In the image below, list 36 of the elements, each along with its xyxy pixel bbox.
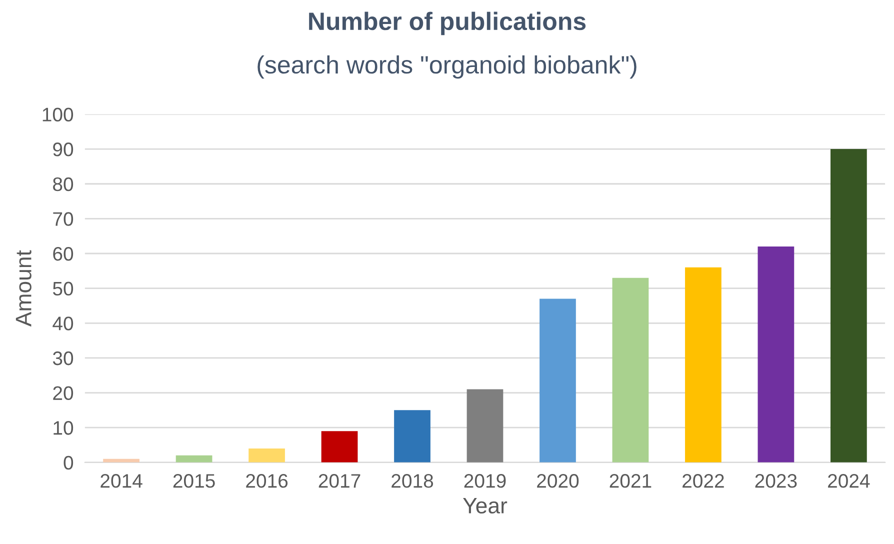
y-tick-label: 10	[54, 421, 74, 435]
y-tick-label: 90	[53, 142, 74, 156]
x-tick-label: 2022	[682, 474, 724, 488]
x-tick-label: 2020	[537, 474, 579, 488]
y-tick-label: 100	[42, 108, 74, 122]
x-tick-label: 2016	[246, 474, 288, 488]
x-tick-label: 2017	[318, 474, 360, 488]
chart-subtitle: (search words "organoid biobank")	[258, 55, 636, 79]
x-tick-label: 2024	[828, 474, 870, 488]
y-tick-label: 70	[53, 212, 74, 226]
y-tick-label: 0	[64, 456, 74, 470]
x-tick-label: 2019	[464, 474, 506, 488]
y-tick-label: 30	[52, 351, 74, 366]
y-axis-title: Amount	[16, 250, 32, 327]
y-tick-label: 80	[53, 177, 74, 192]
y-tick-label: 20	[53, 386, 74, 400]
bar	[321, 431, 358, 462]
bar	[540, 298, 576, 462]
bar	[248, 448, 285, 462]
bar	[612, 278, 649, 462]
bar	[830, 149, 867, 462]
x-tick-label: 2014	[100, 474, 142, 488]
y-tick-label: 60	[53, 246, 74, 261]
bar	[394, 410, 430, 462]
x-tick-label: 2023	[755, 474, 797, 488]
x-axis-title: Year	[463, 498, 508, 514]
x-tick-label: 2015	[173, 474, 215, 488]
x-tick-label: 2018	[392, 474, 434, 488]
y-tick-label: 50	[52, 282, 74, 296]
bar	[176, 455, 212, 462]
x-tick-label: 2021	[610, 474, 652, 488]
bar	[758, 246, 794, 462]
bar	[685, 267, 722, 462]
y-tick-label: 40	[52, 316, 74, 330]
bar	[466, 389, 504, 462]
chart-title: Number of publications	[309, 12, 586, 36]
